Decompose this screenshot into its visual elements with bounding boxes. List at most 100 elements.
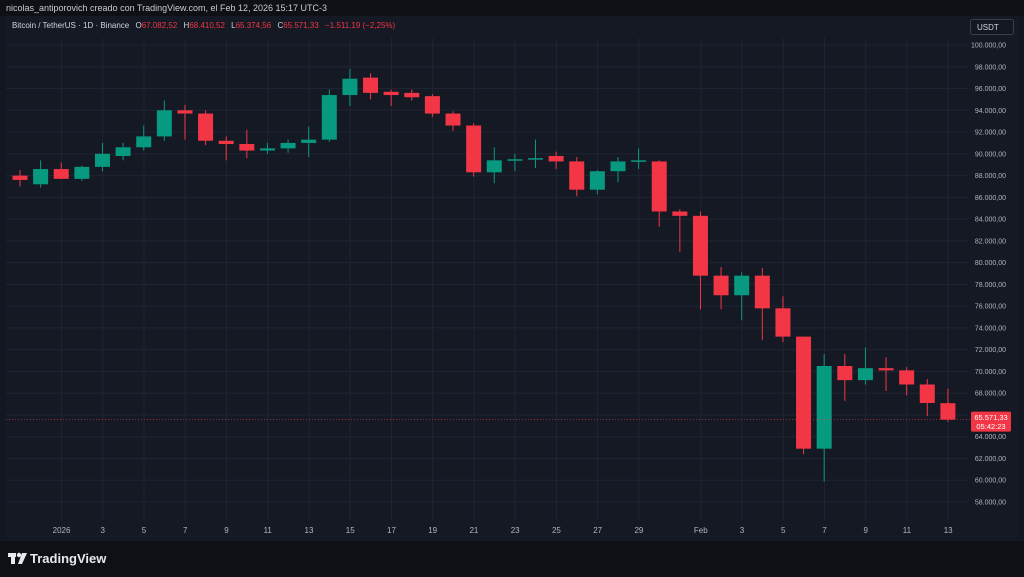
price-tag-background [971, 411, 1011, 432]
candle-body [466, 125, 482, 173]
candle-body [280, 142, 296, 149]
price-tag-value: 65.571,33 [974, 413, 1007, 422]
price-tick-label: 100.000,00 [971, 43, 1006, 50]
price-tick-label: 58.000,00 [975, 500, 1006, 507]
candles-group [12, 68, 956, 482]
candle-body [383, 91, 399, 96]
time-tick-label: 7 [822, 526, 827, 535]
time-tick-label: Feb [694, 526, 708, 535]
candle-body [548, 155, 564, 162]
price-tick-label: 70.000,00 [975, 369, 1006, 376]
price-tick-label: 76.000,00 [975, 304, 1006, 311]
low-label: L [231, 21, 236, 30]
candle-body [404, 92, 420, 98]
price-tick-label: 88.000,00 [975, 173, 1006, 180]
time-tick-label: 3 [101, 526, 106, 535]
time-tick-label: 25 [552, 526, 561, 535]
tradingview-brand-name[interactable]: TradingView [30, 551, 107, 566]
open-label: O [135, 21, 142, 30]
price-tick-label: 68.000,00 [975, 391, 1006, 398]
candle-body [156, 110, 172, 137]
time-tick-label: 21 [469, 526, 478, 535]
candle-body [713, 275, 729, 296]
chart-grid [6, 38, 968, 520]
candle-body [919, 384, 935, 403]
time-tick-label: 15 [346, 526, 355, 535]
symbol-legend: Bitcoin / TetherUS · 1D · Binance O67.08… [12, 20, 395, 32]
candle-body [754, 275, 770, 309]
price-tick-label: 62.000,00 [975, 456, 1006, 463]
price-tick-label: 86.000,00 [975, 195, 1006, 202]
candle-body [610, 161, 626, 172]
candle-body [692, 215, 708, 276]
candle-body [177, 110, 193, 114]
time-tick-label: 11 [903, 526, 912, 535]
price-tick-label: 80.000,00 [975, 260, 1006, 267]
candle-body [631, 160, 647, 162]
candle-body [878, 368, 894, 371]
time-axis[interactable]: 2026 3 5 7 9 11 13 15 17 19 21 23 25 27 29 Feb 3 5 7 9 11 13 [53, 526, 954, 535]
candle-body [816, 365, 832, 449]
time-tick-label: 13 [305, 526, 314, 535]
tradingview-logo-icon[interactable] [8, 550, 28, 568]
candle-body [651, 161, 667, 212]
candle-body [301, 139, 317, 143]
time-tick-label: 23 [511, 526, 520, 535]
candle-body [342, 78, 358, 96]
time-tick-label: 27 [593, 526, 602, 535]
footer-bar [0, 541, 1024, 577]
high-label: H [183, 21, 190, 30]
time-tick-label: 7 [183, 526, 188, 535]
candle-body [94, 153, 110, 167]
price-tick-label: 64.000,00 [975, 434, 1006, 441]
price-tick-label: 98.000,00 [975, 64, 1006, 71]
candle-body [837, 365, 853, 381]
candle-body [528, 158, 543, 160]
candle-body [218, 140, 234, 145]
high-value: 68.410,52 [189, 21, 225, 30]
chart-caption-bar: nicolas_antiporovich creado con TradingV… [0, 0, 1024, 16]
candle-body [74, 166, 90, 179]
candle-body [857, 368, 873, 381]
close-value: 65.571,33 [283, 21, 319, 30]
time-tick-label: 5 [781, 526, 786, 535]
close-label: C [277, 21, 284, 30]
time-tick-label: 17 [387, 526, 396, 535]
candle-body [899, 370, 915, 385]
symbol-name[interactable]: Bitcoin / TetherUS · 1D · Binance [12, 21, 130, 30]
candle-body [445, 113, 461, 126]
price-tick-label: 72.000,00 [975, 347, 1006, 354]
chart-area[interactable] [6, 16, 1018, 541]
low-value: 65.374,56 [235, 21, 272, 30]
candle-body [115, 147, 131, 156]
candle-body [363, 77, 379, 93]
candle-body [239, 144, 255, 151]
time-tick-label: 29 [634, 526, 643, 535]
time-tick-label: 3 [740, 526, 745, 535]
candle-body [796, 336, 812, 449]
candle-body [486, 160, 502, 173]
time-tick-label: 19 [428, 526, 437, 535]
candle-body [33, 169, 49, 185]
price-axis[interactable]: 58.000,0060.000,0062.000,0064.000,0066.0… [971, 43, 1006, 507]
candle-body [198, 113, 214, 141]
price-tick-label: 94.000,00 [975, 108, 1006, 115]
candle-body [672, 211, 688, 216]
price-tick-label: 60.000,00 [975, 478, 1006, 485]
candle-body [940, 403, 956, 420]
change-value: −1.511,19 (−2,25%) [325, 21, 396, 30]
time-tick-label: 5 [142, 526, 147, 535]
time-tick-label: 13 [944, 526, 953, 535]
candle-body [569, 161, 585, 190]
candle-body [775, 308, 791, 337]
price-tag-countdown: 05:42:23 [976, 422, 1005, 431]
chart-caption: nicolas_antiporovich creado con TradingV… [6, 3, 328, 13]
time-tick-label: 9 [863, 526, 868, 535]
price-tick-label: 90.000,00 [975, 151, 1006, 158]
currency-selector-button[interactable]: USDT [970, 19, 1014, 35]
candle-body [734, 275, 750, 296]
price-tick-label: 82.000,00 [975, 238, 1006, 245]
candle-body [424, 96, 440, 114]
